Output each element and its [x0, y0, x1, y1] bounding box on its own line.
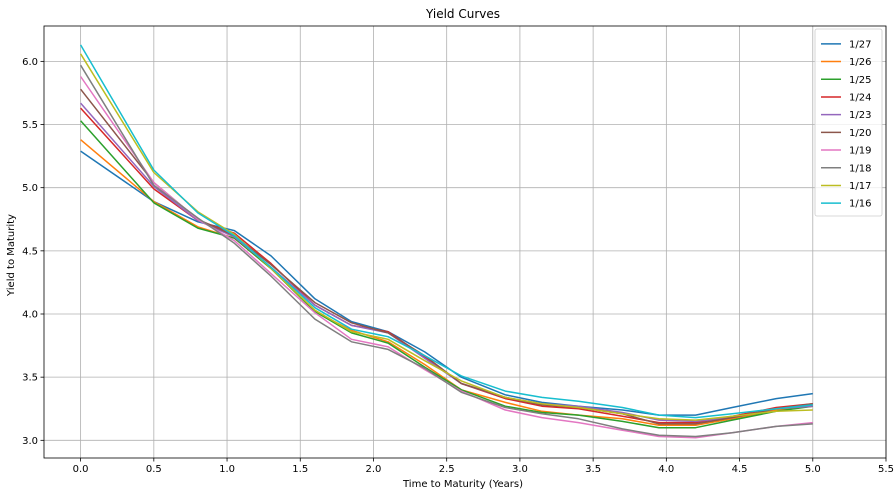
x-tick-label: 4.0: [658, 464, 674, 475]
legend-label: 1/26: [849, 57, 871, 68]
legend-label: 1/17: [849, 181, 871, 192]
y-axis-title: Yield to Maturity: [6, 214, 17, 297]
legend-label: 1/19: [849, 146, 871, 157]
series-line-1-16: [79, 44, 813, 419]
y-tick-label: 4.5: [22, 246, 38, 257]
y-tick-label: 3.5: [22, 373, 38, 384]
series-line-1-18: [79, 64, 813, 438]
x-tick-label: 2.5: [439, 464, 455, 475]
x-axis-title: Time to Maturity (Years): [402, 479, 523, 490]
x-tick-label: 1.0: [219, 464, 235, 475]
plot-frame: [43, 25, 887, 459]
legend-label: 1/16: [849, 199, 871, 210]
plot-area: [43, 25, 887, 459]
legend-label: 1/18: [849, 163, 871, 174]
legend-label: 1/24: [849, 92, 871, 103]
plot-background: [44, 26, 886, 458]
legend-box: [814, 28, 883, 217]
series-lines: [79, 44, 813, 439]
x-tick-label: 5.5: [878, 464, 894, 475]
x-tick-label: 3.0: [512, 464, 528, 475]
y-tick-label: 6.0: [22, 57, 38, 68]
y-tick-label: 4.0: [22, 310, 38, 321]
legend-label: 1/23: [849, 110, 871, 121]
x-tick-label: 2.0: [366, 464, 382, 475]
x-tick-label: 5.0: [805, 464, 821, 475]
x-tick-label: 4.5: [732, 464, 748, 475]
x-tick-label: 3.5: [585, 464, 601, 475]
legend-label: 1/25: [849, 75, 871, 86]
y-tick-label: 3.0: [22, 436, 38, 447]
x-tick-label: 0.5: [146, 464, 162, 475]
series-line-1-25: [80, 120, 813, 429]
legend-label: 1/20: [849, 128, 871, 139]
x-axis: 0.0 0.5 1.0 1.5 2.0 2.5 3.0 3.5 4.0 4.5 5.0 5.5: [73, 458, 894, 475]
series-line-1-17: [79, 53, 813, 421]
series-line-1-19: [79, 76, 813, 439]
x-tick-label: 0.0: [73, 464, 89, 475]
y-tick-label: 5.0: [22, 183, 38, 194]
legend: 1/27 1/26 1/25 1/24 1/23 1/20 1/19 1/18 1/17 1/16: [814, 28, 883, 217]
series-line-1-27: [80, 150, 813, 416]
chart-title: Yield Curves: [425, 7, 500, 21]
legend-label: 1/27: [849, 39, 871, 50]
x-tick-label: 1.5: [292, 464, 308, 475]
y-axis: 3.0 3.5 4.0 4.5 5.0 5.5 6.0: [22, 57, 44, 447]
y-tick-label: 5.5: [22, 120, 38, 131]
